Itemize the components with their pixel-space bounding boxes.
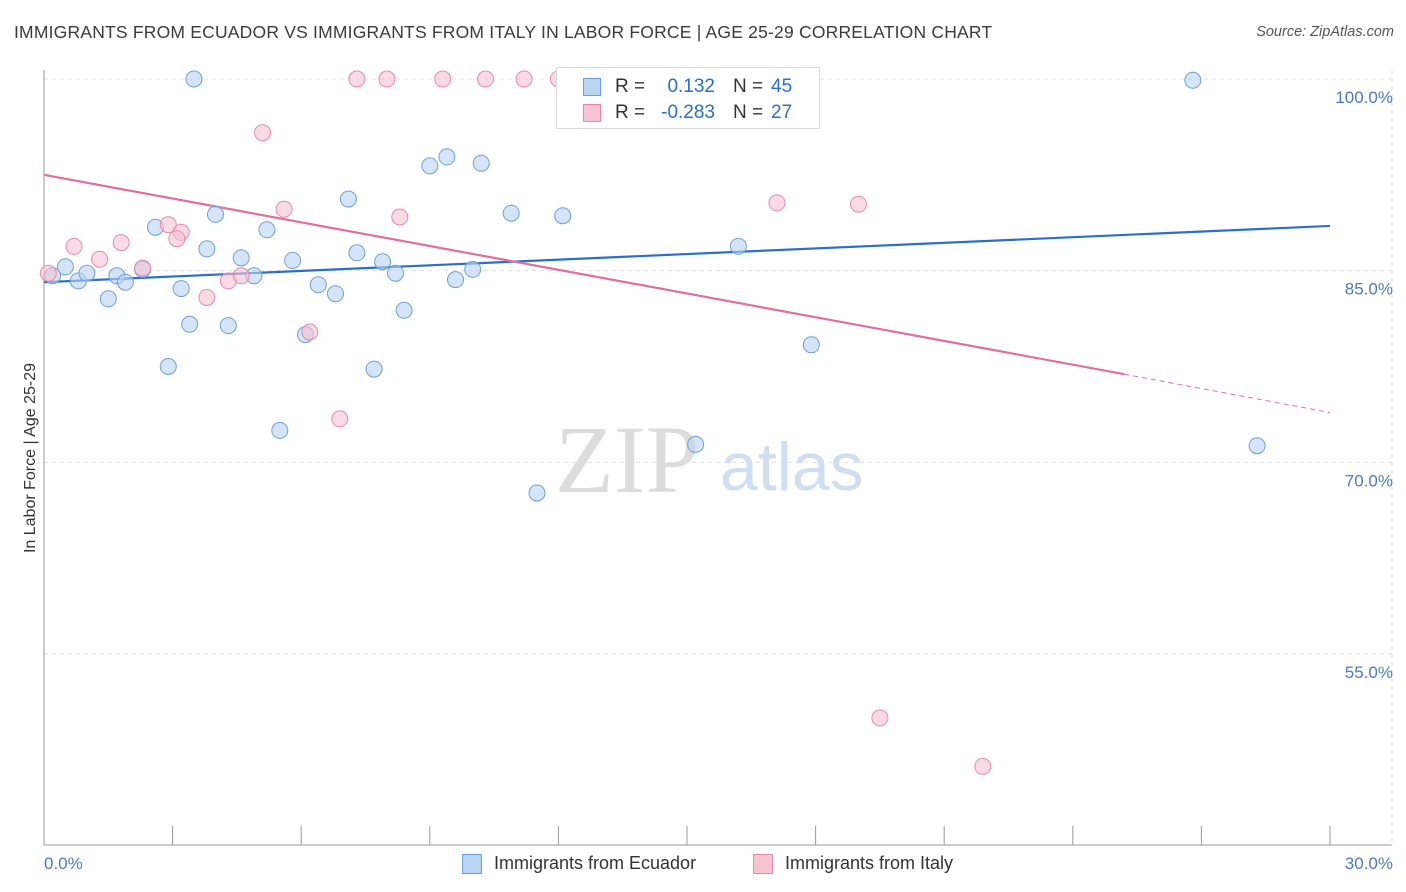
ecuador-point	[181, 315, 199, 333]
ecuador-point	[528, 484, 546, 502]
italy-swatch	[583, 104, 601, 122]
italy-point	[301, 323, 319, 341]
ecuador-point	[172, 280, 190, 298]
n-value: 27	[771, 102, 793, 123]
ecuador-point	[802, 336, 820, 354]
italy-point	[850, 195, 867, 213]
n-label: N =	[733, 76, 764, 97]
ecuador-swatch	[583, 78, 601, 96]
ecuador-point	[1248, 437, 1266, 455]
ecuador-point	[348, 244, 366, 262]
italy-point	[477, 70, 494, 88]
italy-point	[198, 289, 216, 306]
italy-point	[65, 237, 83, 255]
ecuador-point	[1184, 71, 1202, 89]
ecuador-point	[464, 260, 482, 278]
ecuador-point	[502, 204, 520, 222]
n-value: 45	[771, 76, 793, 97]
tick-labels: 100.0% 85.0% 70.0% 55.0% 0.0% 30.0%	[44, 88, 1393, 873]
italy-point	[331, 410, 349, 428]
axis-layer	[43, 70, 1392, 846]
ecuador-point	[395, 301, 413, 319]
r-label: R =	[615, 76, 646, 97]
italy-point	[871, 709, 889, 727]
italy-point	[134, 259, 152, 277]
italy-point	[391, 208, 409, 226]
ecuador-point	[284, 251, 302, 269]
ecuador-point	[339, 190, 357, 208]
r-label: R =	[615, 102, 646, 123]
trend-layer	[43, 173, 1331, 413]
ecuador-point	[232, 249, 250, 267]
watermark-atlas: atlas	[720, 429, 864, 505]
italy-point	[378, 70, 396, 88]
y-tick-label: 85.0%	[1345, 280, 1393, 299]
italy-trend-line	[1124, 373, 1331, 413]
italy-point	[232, 267, 250, 285]
n-label: N =	[733, 102, 764, 123]
watermark-zip: ZIP	[555, 406, 699, 513]
correlation-legend: R = 0.132 N = 45 R = -0.283 N = 27	[556, 67, 820, 129]
ecuador-point	[472, 154, 490, 172]
chart-title: IMMIGRANTS FROM ECUADOR VS IMMIGRANTS FR…	[14, 22, 993, 42]
ecuador-point	[99, 290, 117, 308]
grid-layer	[44, 70, 1393, 845]
italy-legend-swatch	[753, 854, 773, 874]
italy-point	[974, 757, 992, 775]
italy-point	[91, 250, 109, 268]
italy-point	[348, 70, 366, 88]
ecuador-point	[687, 435, 705, 453]
ecuador-point	[387, 264, 404, 282]
legend-row-italy: R = -0.283 N = 27	[557, 100, 819, 126]
italy-point	[39, 264, 57, 282]
ecuador-point	[554, 207, 572, 225]
italy-point	[768, 194, 786, 212]
italy-point	[112, 234, 130, 252]
ecuador-point	[447, 271, 464, 289]
ecuador-point	[159, 358, 177, 375]
legend-row-ecuador: R = 0.132 N = 45	[557, 74, 819, 100]
ecuador-point	[327, 285, 344, 303]
ecuador-point	[207, 205, 224, 223]
italy-point	[275, 200, 293, 218]
ecuador-legend-label: Immigrants from Ecuador	[494, 853, 697, 873]
ecuador-point	[258, 221, 276, 239]
x-tick-label: 30.0%	[1345, 854, 1393, 873]
italy-point	[159, 216, 177, 234]
italy-trend-line	[43, 173, 1125, 376]
italy-point	[515, 70, 533, 88]
y-axis-label: In Labor Force | Age 25-29	[22, 363, 39, 553]
italy-point	[254, 124, 272, 142]
ecuador-point	[56, 258, 74, 276]
ecuador-point	[78, 264, 96, 282]
italy-point	[168, 230, 186, 248]
italy-point	[434, 70, 452, 88]
ecuador-point	[185, 70, 203, 88]
r-value: 0.132	[667, 76, 715, 97]
ecuador-point	[365, 360, 383, 378]
ecuador-point	[421, 157, 439, 175]
y-tick-label: 100.0%	[1335, 88, 1393, 107]
y-tick-label: 55.0%	[1345, 663, 1393, 682]
ecuador-point	[219, 317, 237, 335]
source-note: Source: ZipAtlas.com	[1256, 24, 1394, 40]
ecuador-point	[198, 240, 216, 258]
ecuador-point	[438, 148, 456, 166]
ecuador-legend-swatch	[462, 854, 482, 874]
italy-legend-label: Immigrants from Italy	[785, 853, 954, 873]
r-value: -0.283	[661, 102, 715, 123]
ecuador-point	[271, 421, 289, 439]
watermark: ZIP atlas	[555, 406, 864, 513]
ecuador-point	[309, 276, 327, 294]
ecuador-point	[729, 237, 747, 255]
x-tick-label: 0.0%	[44, 854, 83, 873]
ecuador-point	[374, 253, 392, 271]
y-tick-label: 70.0%	[1345, 471, 1393, 490]
ecuador-point	[116, 273, 134, 291]
